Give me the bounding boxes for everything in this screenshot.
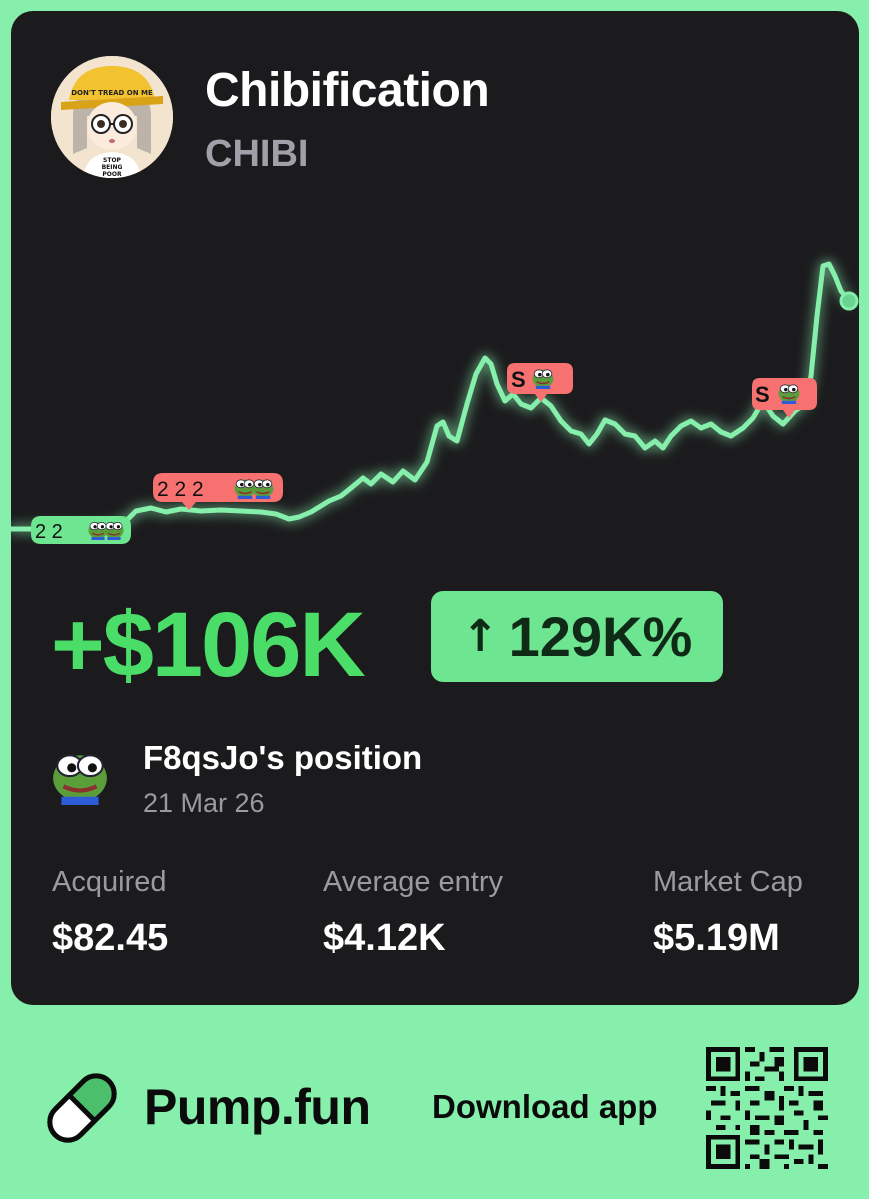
position-owner-label: F8qsJo's position bbox=[143, 739, 423, 776]
position-date: 21 Mar 26 bbox=[143, 788, 265, 818]
arrow-up-icon: ↑ bbox=[461, 611, 499, 662]
pnl-amount: +$106K bbox=[51, 594, 366, 696]
stat-market-cap-label: Market Cap bbox=[653, 866, 803, 898]
trade-marker-sell-2-label: S bbox=[755, 382, 770, 407]
price-line bbox=[11, 261, 852, 532]
trade-marker-buy-2-label: 2 2 2 bbox=[157, 478, 204, 501]
avatar-cap-text: DON'T TREAD ON ME bbox=[71, 89, 153, 97]
trade-marker-sell-1-label: S bbox=[511, 367, 526, 392]
avatar-shirt-text-3: POOR bbox=[102, 171, 122, 178]
stat-market-cap-value: $5.19M bbox=[653, 917, 780, 959]
trade-marker-buy-1-label: 2 2 bbox=[35, 521, 63, 543]
position-card: DON'T TREAD ON ME STOP BEING POOR Chibif… bbox=[11, 11, 859, 1005]
download-app-link[interactable]: Download app bbox=[432, 1088, 658, 1125]
price-chart: 2 2 2 2 2 S S bbox=[11, 261, 859, 544]
avatar-shirt-text-1: STOP bbox=[103, 157, 122, 164]
stat-acquired: Acquired $82.45 bbox=[52, 866, 168, 960]
trade-marker-buy-2[interactable]: 2 2 2 bbox=[153, 473, 283, 510]
stat-market-cap: Market Cap $5.19M bbox=[653, 866, 803, 960]
pill-icon bbox=[40, 1066, 124, 1150]
stat-average-entry: Average entry $4.12K bbox=[323, 866, 503, 960]
pnl-percent-badge: ↑ 129K% bbox=[431, 591, 723, 682]
brand-name: Pump.fun bbox=[144, 1079, 371, 1135]
token-name: Chibification bbox=[205, 64, 490, 117]
pnl-percent: 129K% bbox=[508, 605, 693, 668]
qr-code-icon[interactable] bbox=[706, 1047, 828, 1169]
trade-marker-sell-2[interactable]: S bbox=[752, 378, 817, 418]
stat-average-entry-value: $4.12K bbox=[323, 917, 446, 959]
stat-acquired-value: $82.45 bbox=[52, 917, 169, 959]
current-price-dot bbox=[839, 291, 859, 311]
trade-marker-buy-1[interactable]: 2 2 bbox=[31, 516, 131, 544]
trade-marker-sell-1[interactable]: S bbox=[507, 363, 573, 402]
chibi-avatar-icon: DON'T TREAD ON ME STOP BEING POOR bbox=[51, 56, 173, 178]
token-symbol: CHIBI bbox=[205, 133, 309, 175]
pepe-avatar-icon bbox=[49, 743, 111, 805]
avatar-shirt-text-2: BEING bbox=[102, 164, 123, 171]
stat-average-entry-label: Average entry bbox=[323, 866, 504, 898]
stat-acquired-label: Acquired bbox=[52, 866, 167, 898]
